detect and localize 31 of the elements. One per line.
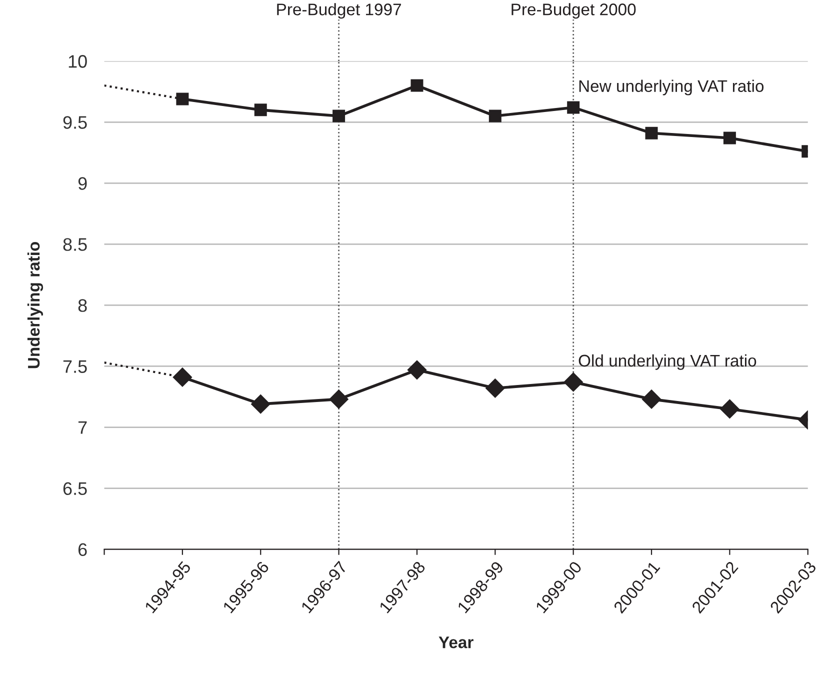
point [645, 126, 658, 140]
point [486, 378, 505, 398]
y-tick-label: 7 [78, 421, 87, 434]
y-tick-label: 8 [78, 299, 87, 312]
series-label: Old underlying VAT ratio [578, 354, 756, 370]
y-tick-label: 10 [68, 55, 87, 68]
point [567, 101, 580, 114]
point [332, 110, 346, 122]
point [720, 399, 740, 418]
point [488, 110, 502, 122]
point [564, 372, 583, 392]
y-tick-label: 6 [78, 543, 87, 556]
point [642, 390, 662, 409]
point [172, 368, 192, 387]
series-label: New underlying VAT ratio [579, 80, 764, 96]
y-tick-label: 9 [78, 177, 87, 190]
y-axis-title: Underlying ratio [27, 242, 44, 368]
y-tick-label: 6.5 [63, 482, 87, 496]
y-tick-label: 8.5 [63, 238, 87, 251]
point [329, 390, 348, 409]
ref-line-label: Pre-Budget 1997 [277, 3, 401, 19]
point [407, 360, 427, 380]
ref-line-label: Pre-Budget 2000 [512, 3, 636, 19]
point [410, 79, 424, 92]
point [723, 132, 736, 144]
y-tick-label: 7.5 [63, 360, 87, 373]
x-axis-title: Year [438, 636, 474, 648]
point [254, 104, 267, 116]
point [176, 92, 189, 106]
point [251, 394, 270, 414]
y-tick-label: 9.5 [63, 116, 87, 129]
